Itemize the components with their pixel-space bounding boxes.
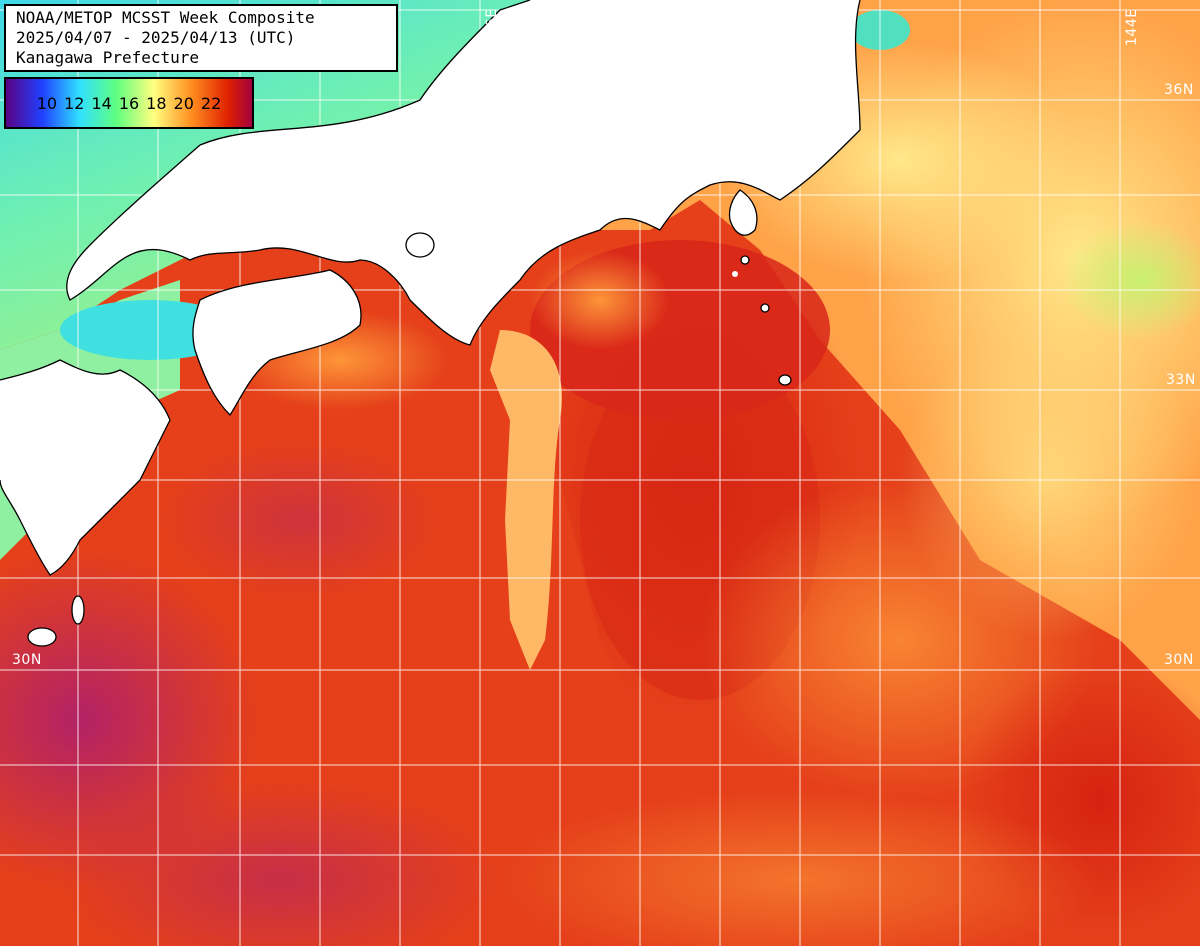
lat-label-30n-left: 30N — [12, 652, 42, 668]
legend-tick: 12 — [64, 93, 85, 113]
lon-label-136e: 136E — [484, 8, 500, 46]
legend-tick: 18 — [146, 93, 167, 113]
legend-tick: 10 — [36, 93, 58, 113]
legend-tick: 14 — [91, 93, 112, 113]
title-line-3: Kanagawa Prefecture — [16, 48, 200, 67]
title-line-2: 2025/04/07 - 2025/04/13 (UTC) — [16, 28, 296, 47]
land-honshu — [66, 0, 861, 345]
lat-label-36n: 36N — [1164, 82, 1194, 98]
legend-colorbar — [5, 78, 253, 128]
lat-label-33n: 33N — [1166, 372, 1196, 388]
coastlines — [0, 0, 861, 647]
legend-tick: 16 — [118, 93, 140, 113]
map-title-box: NOAA/METOP MCSST Week Composite 2025/04/… — [4, 4, 398, 72]
land-kyushu — [0, 360, 170, 575]
legend-tick: 22 — [200, 93, 222, 113]
land-shikoku — [192, 270, 361, 415]
lat-label-30n-right: 30N — [1164, 652, 1194, 668]
temperature-legend: 10 12 14 16 18 20 22 — [4, 77, 254, 129]
legend-tick: 20 — [173, 93, 194, 113]
title-line-1: NOAA/METOP MCSST Week Composite — [16, 8, 315, 27]
lon-label-144e: 144E — [1124, 8, 1140, 46]
